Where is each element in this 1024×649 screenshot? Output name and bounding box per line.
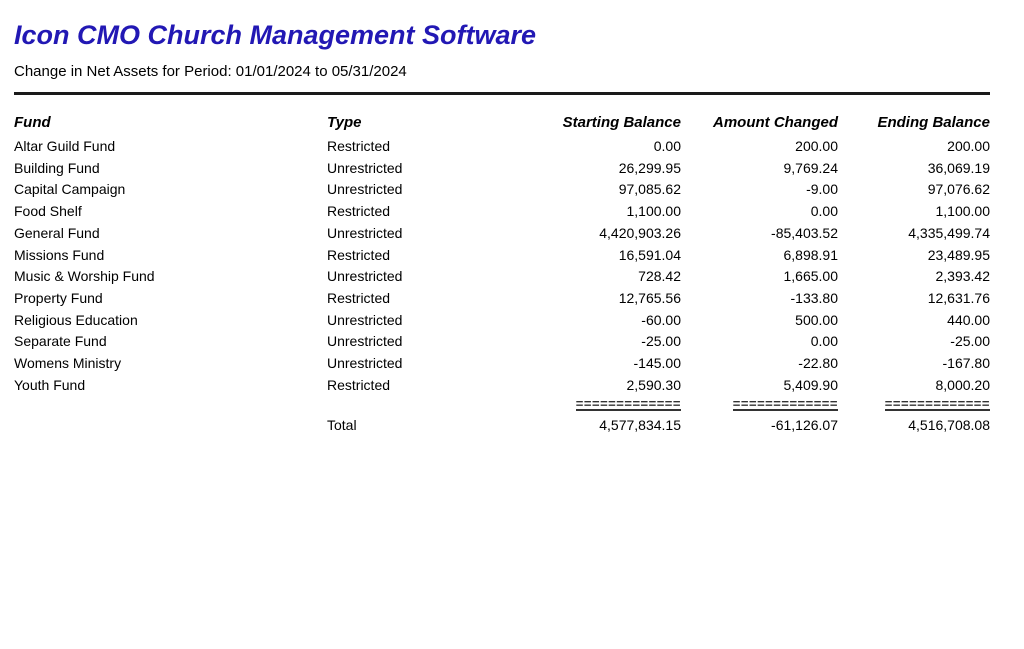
divider-rule bbox=[14, 92, 990, 95]
ending-balance-cell: 4,335,499.74 bbox=[908, 224, 990, 241]
amount-changed-cell: 5,409.90 bbox=[783, 376, 839, 393]
type-cell: Unrestricted bbox=[327, 355, 403, 372]
column-header-fund: Fund bbox=[14, 114, 51, 131]
fund-cell: General Fund bbox=[14, 224, 100, 241]
ending-balance-cell: 8,000.20 bbox=[935, 376, 991, 393]
total-row: Total 4,577,834.15 -61,126.07 4,516,708.… bbox=[14, 415, 990, 437]
fund-table: Fund Type Starting Balance Amount Change… bbox=[14, 111, 990, 437]
starting-balance-cell: 0.00 bbox=[653, 138, 681, 154]
starting-balance-cell: 26,299.95 bbox=[618, 159, 681, 176]
fund-cell: Religious Education bbox=[14, 311, 138, 328]
amount-changed-cell: -9.00 bbox=[806, 181, 838, 198]
report-subtitle: Change in Net Assets for Period: 01/01/2… bbox=[14, 63, 407, 80]
starting-balance-cell: -60.00 bbox=[641, 311, 681, 328]
fund-cell: Youth Fund bbox=[14, 376, 86, 393]
amount-changed-cell: 0.00 bbox=[810, 203, 838, 220]
starting-balance-cell: -25.00 bbox=[641, 333, 681, 350]
starting-balance-cell: 97,085.62 bbox=[618, 181, 681, 198]
separator-row: ============= ============= ============… bbox=[14, 396, 990, 415]
column-header-amount-changed: Amount Changed bbox=[713, 114, 838, 131]
fund-cell: Music & Worship Fund bbox=[14, 268, 155, 285]
table-row: Building Fund Unrestricted 26,299.95 9,769.… bbox=[14, 158, 990, 180]
starting-balance-cell: 4,420,903.26 bbox=[599, 224, 681, 241]
column-header-starting-balance: Starting Balance bbox=[562, 114, 681, 131]
fund-table-body: Altar Guild Fund Restricted 0.00 200.00 200.… bbox=[14, 136, 990, 396]
amount-changed-cell: -133.80 bbox=[790, 289, 838, 306]
starting-balance-cell: 728.42 bbox=[638, 268, 681, 285]
report-page: Icon CMO Church Management Software Chan… bbox=[14, 20, 990, 437]
page-title: Icon CMO Church Management Software bbox=[14, 20, 537, 50]
fund-cell: Property Fund bbox=[14, 289, 103, 306]
amount-changed-cell: -85,403.52 bbox=[771, 224, 838, 241]
amount-changed-cell: 200.00 bbox=[795, 138, 838, 154]
ending-balance-cell: 2,393.42 bbox=[935, 268, 991, 285]
total-starting-balance: 4,577,834.15 bbox=[599, 417, 681, 434]
type-cell: Unrestricted bbox=[327, 159, 403, 176]
ending-balance-cell: 36,069.19 bbox=[927, 159, 990, 176]
type-cell: Restricted bbox=[327, 138, 391, 154]
amount-changed-cell: 9,769.24 bbox=[783, 159, 839, 176]
starting-balance-cell: -145.00 bbox=[633, 355, 681, 372]
empty-cell bbox=[14, 396, 327, 415]
empty-cell bbox=[14, 415, 327, 437]
separator-line: ============= bbox=[575, 396, 681, 412]
separator-line: ============= bbox=[884, 396, 990, 412]
table-row: Missions Fund Restricted 16,591.04 6,898.91… bbox=[14, 245, 990, 267]
ending-balance-cell: -167.80 bbox=[942, 355, 990, 372]
type-cell: Restricted bbox=[327, 376, 391, 393]
fund-cell: Food Shelf bbox=[14, 203, 82, 220]
header-row: Fund Type Starting Balance Amount Change… bbox=[14, 111, 990, 136]
total-label: Total bbox=[327, 417, 357, 434]
total-ending-balance: 4,516,708.08 bbox=[908, 417, 990, 434]
amount-changed-cell: 500.00 bbox=[795, 311, 838, 328]
table-row: Separate Fund Unrestricted -25.00 0.00 -25.0… bbox=[14, 331, 990, 353]
ending-balance-cell: 200.00 bbox=[947, 138, 990, 154]
fund-cell: Womens Ministry bbox=[14, 355, 122, 372]
table-row: Music & Worship Fund Unrestricted 728.42 1,… bbox=[14, 266, 990, 288]
table-row: Property Fund Restricted 12,765.56 -133.80 1… bbox=[14, 288, 990, 310]
table-row: Food Shelf Restricted 1,100.00 0.00 1,100.00 bbox=[14, 201, 990, 223]
type-cell: Unrestricted bbox=[327, 224, 403, 241]
fund-cell: Capital Campaign bbox=[14, 181, 126, 198]
fund-cell: Altar Guild Fund bbox=[14, 138, 116, 154]
ending-balance-cell: -25.00 bbox=[950, 333, 990, 350]
column-header-type: Type bbox=[327, 114, 362, 131]
type-cell: Restricted bbox=[327, 289, 391, 306]
table-row: Youth Fund Restricted 2,590.30 5,409.90 8,00… bbox=[14, 375, 990, 397]
fund-cell: Separate Fund bbox=[14, 333, 107, 350]
fund-table-footer: ============= ============= ============… bbox=[14, 396, 990, 437]
type-cell: Unrestricted bbox=[327, 268, 403, 285]
separator-line: ============= bbox=[732, 396, 838, 412]
starting-balance-cell: 12,765.56 bbox=[618, 289, 681, 306]
ending-balance-cell: 97,076.62 bbox=[927, 181, 990, 198]
table-row: Womens Ministry Unrestricted -145.00 -22.80… bbox=[14, 353, 990, 375]
column-header-ending-balance: Ending Balance bbox=[877, 114, 990, 131]
type-cell: Unrestricted bbox=[327, 333, 403, 350]
fund-cell: Missions Fund bbox=[14, 246, 105, 263]
starting-balance-cell: 16,591.04 bbox=[618, 246, 681, 263]
ending-balance-cell: 440.00 bbox=[947, 311, 990, 328]
total-amount-changed: -61,126.07 bbox=[771, 417, 838, 434]
type-cell: Restricted bbox=[327, 203, 391, 220]
starting-balance-cell: 1,100.00 bbox=[626, 203, 682, 220]
type-cell: Restricted bbox=[327, 246, 391, 263]
type-cell: Unrestricted bbox=[327, 181, 403, 198]
amount-changed-cell: -22.80 bbox=[798, 355, 838, 372]
ending-balance-cell: 12,631.76 bbox=[927, 289, 990, 306]
table-row: Religious Education Unrestricted -60.00 500… bbox=[14, 310, 990, 332]
table-row: General Fund Unrestricted 4,420,903.26 -85,… bbox=[14, 223, 990, 245]
table-row: Capital Campaign Unrestricted 97,085.62 -9.… bbox=[14, 179, 990, 201]
amount-changed-cell: 0.00 bbox=[810, 333, 838, 350]
table-row: Altar Guild Fund Restricted 0.00 200.00 200.… bbox=[14, 136, 990, 158]
ending-balance-cell: 23,489.95 bbox=[927, 246, 990, 263]
fund-cell: Building Fund bbox=[14, 159, 100, 176]
type-cell: Unrestricted bbox=[327, 311, 403, 328]
empty-cell bbox=[327, 396, 447, 415]
ending-balance-cell: 1,100.00 bbox=[935, 203, 991, 220]
amount-changed-cell: 1,665.00 bbox=[783, 268, 839, 285]
amount-changed-cell: 6,898.91 bbox=[783, 246, 839, 263]
starting-balance-cell: 2,590.30 bbox=[626, 376, 682, 393]
